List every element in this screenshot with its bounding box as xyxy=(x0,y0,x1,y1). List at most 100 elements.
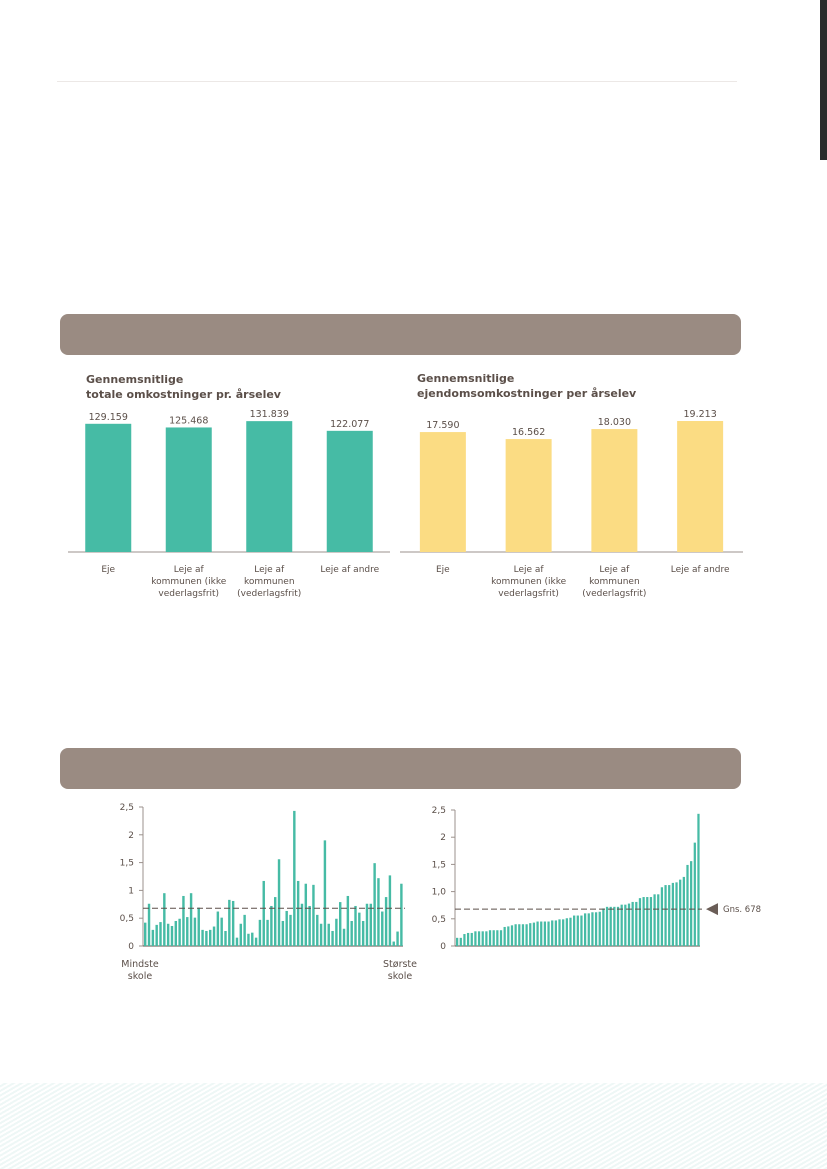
y-tick-label: 0,5 xyxy=(120,914,134,924)
bar xyxy=(251,932,254,946)
bar xyxy=(569,917,572,946)
y-tick-label: 0 xyxy=(128,942,134,952)
bar xyxy=(543,921,547,946)
category-label: Eje xyxy=(101,565,115,575)
bar xyxy=(155,924,158,946)
y-tick-label: 2,5 xyxy=(432,806,446,816)
average-label: Gns. 678 xyxy=(723,905,761,915)
bar xyxy=(470,932,473,946)
bar xyxy=(193,917,197,946)
footer-hatch-pattern xyxy=(0,1083,827,1169)
bar xyxy=(163,893,166,946)
data-label: 17.590 xyxy=(426,420,459,431)
bar xyxy=(649,897,653,946)
bar xyxy=(277,859,281,946)
bar xyxy=(361,920,365,946)
bar xyxy=(231,900,235,946)
y-tick-label: 0 xyxy=(440,942,446,952)
bar xyxy=(326,430,373,552)
data-label: 129.159 xyxy=(89,412,128,423)
bar xyxy=(642,897,645,946)
bar xyxy=(631,901,634,946)
bar xyxy=(624,904,627,946)
bar xyxy=(664,885,667,946)
bar xyxy=(591,912,594,946)
bar xyxy=(602,908,605,946)
bar xyxy=(243,914,246,946)
chart-title: ejendomsomkostninger per årselev xyxy=(417,387,637,400)
bar xyxy=(565,918,568,946)
bar xyxy=(627,903,631,946)
bar xyxy=(551,920,554,946)
x-label-largest-school: Største xyxy=(383,959,417,970)
bar xyxy=(671,882,675,946)
bar xyxy=(576,915,579,946)
bar xyxy=(505,439,552,552)
bar xyxy=(258,919,262,946)
header-divider xyxy=(57,81,737,82)
bar xyxy=(346,895,350,946)
bar xyxy=(459,937,462,946)
chart-title: Gennemsnitlige xyxy=(417,372,514,385)
bar xyxy=(197,907,200,946)
bar xyxy=(384,897,388,946)
bar xyxy=(365,903,369,946)
bar xyxy=(668,885,671,946)
bar xyxy=(377,878,380,946)
category-label: Leje af xyxy=(174,565,205,575)
category-label: Leje af andre xyxy=(671,565,730,575)
bar xyxy=(693,842,696,946)
bar xyxy=(580,915,583,946)
category-label: vederlagsfrit) xyxy=(158,589,219,599)
bar xyxy=(174,920,178,946)
bar xyxy=(554,920,557,946)
average-arrow-icon xyxy=(706,903,718,916)
figure-header-bar-2 xyxy=(60,748,741,789)
category-label: Leje af andre xyxy=(320,565,379,575)
bar xyxy=(653,894,656,946)
y-tick-label: 0,5 xyxy=(432,915,446,925)
bar xyxy=(492,930,495,946)
bar xyxy=(525,924,528,946)
bar xyxy=(583,913,587,946)
data-label: 19.213 xyxy=(684,409,717,420)
bar xyxy=(228,899,231,946)
bar xyxy=(510,925,514,946)
bar xyxy=(514,924,517,946)
bar xyxy=(660,887,664,946)
y-tick-label: 1,0 xyxy=(432,888,447,898)
bar xyxy=(151,929,155,946)
bar xyxy=(254,937,258,946)
bar xyxy=(521,924,525,946)
bar xyxy=(507,926,510,946)
bar xyxy=(165,427,212,552)
bar xyxy=(456,937,459,946)
x-label-largest-school: skole xyxy=(388,971,413,982)
bar xyxy=(635,901,638,946)
bar xyxy=(281,920,285,946)
bar xyxy=(532,922,536,946)
bar xyxy=(474,931,477,946)
bar xyxy=(381,911,384,946)
bar xyxy=(609,906,612,946)
bar xyxy=(189,893,193,946)
category-label: kommunen (ikke xyxy=(491,577,567,587)
bar xyxy=(558,919,561,946)
bar xyxy=(285,910,288,946)
bar xyxy=(296,880,300,946)
bar xyxy=(496,930,499,946)
bar xyxy=(247,933,250,946)
bar xyxy=(331,930,334,946)
bar xyxy=(518,924,521,946)
bar xyxy=(657,894,660,946)
category-label: (vederlagsfrit) xyxy=(237,589,301,599)
category-label: Eje xyxy=(436,565,450,575)
bar xyxy=(327,923,330,946)
bar xyxy=(85,423,132,552)
bar xyxy=(686,864,689,946)
bar xyxy=(274,897,277,946)
bar xyxy=(354,905,357,946)
bar xyxy=(388,875,392,946)
bar xyxy=(613,906,616,946)
